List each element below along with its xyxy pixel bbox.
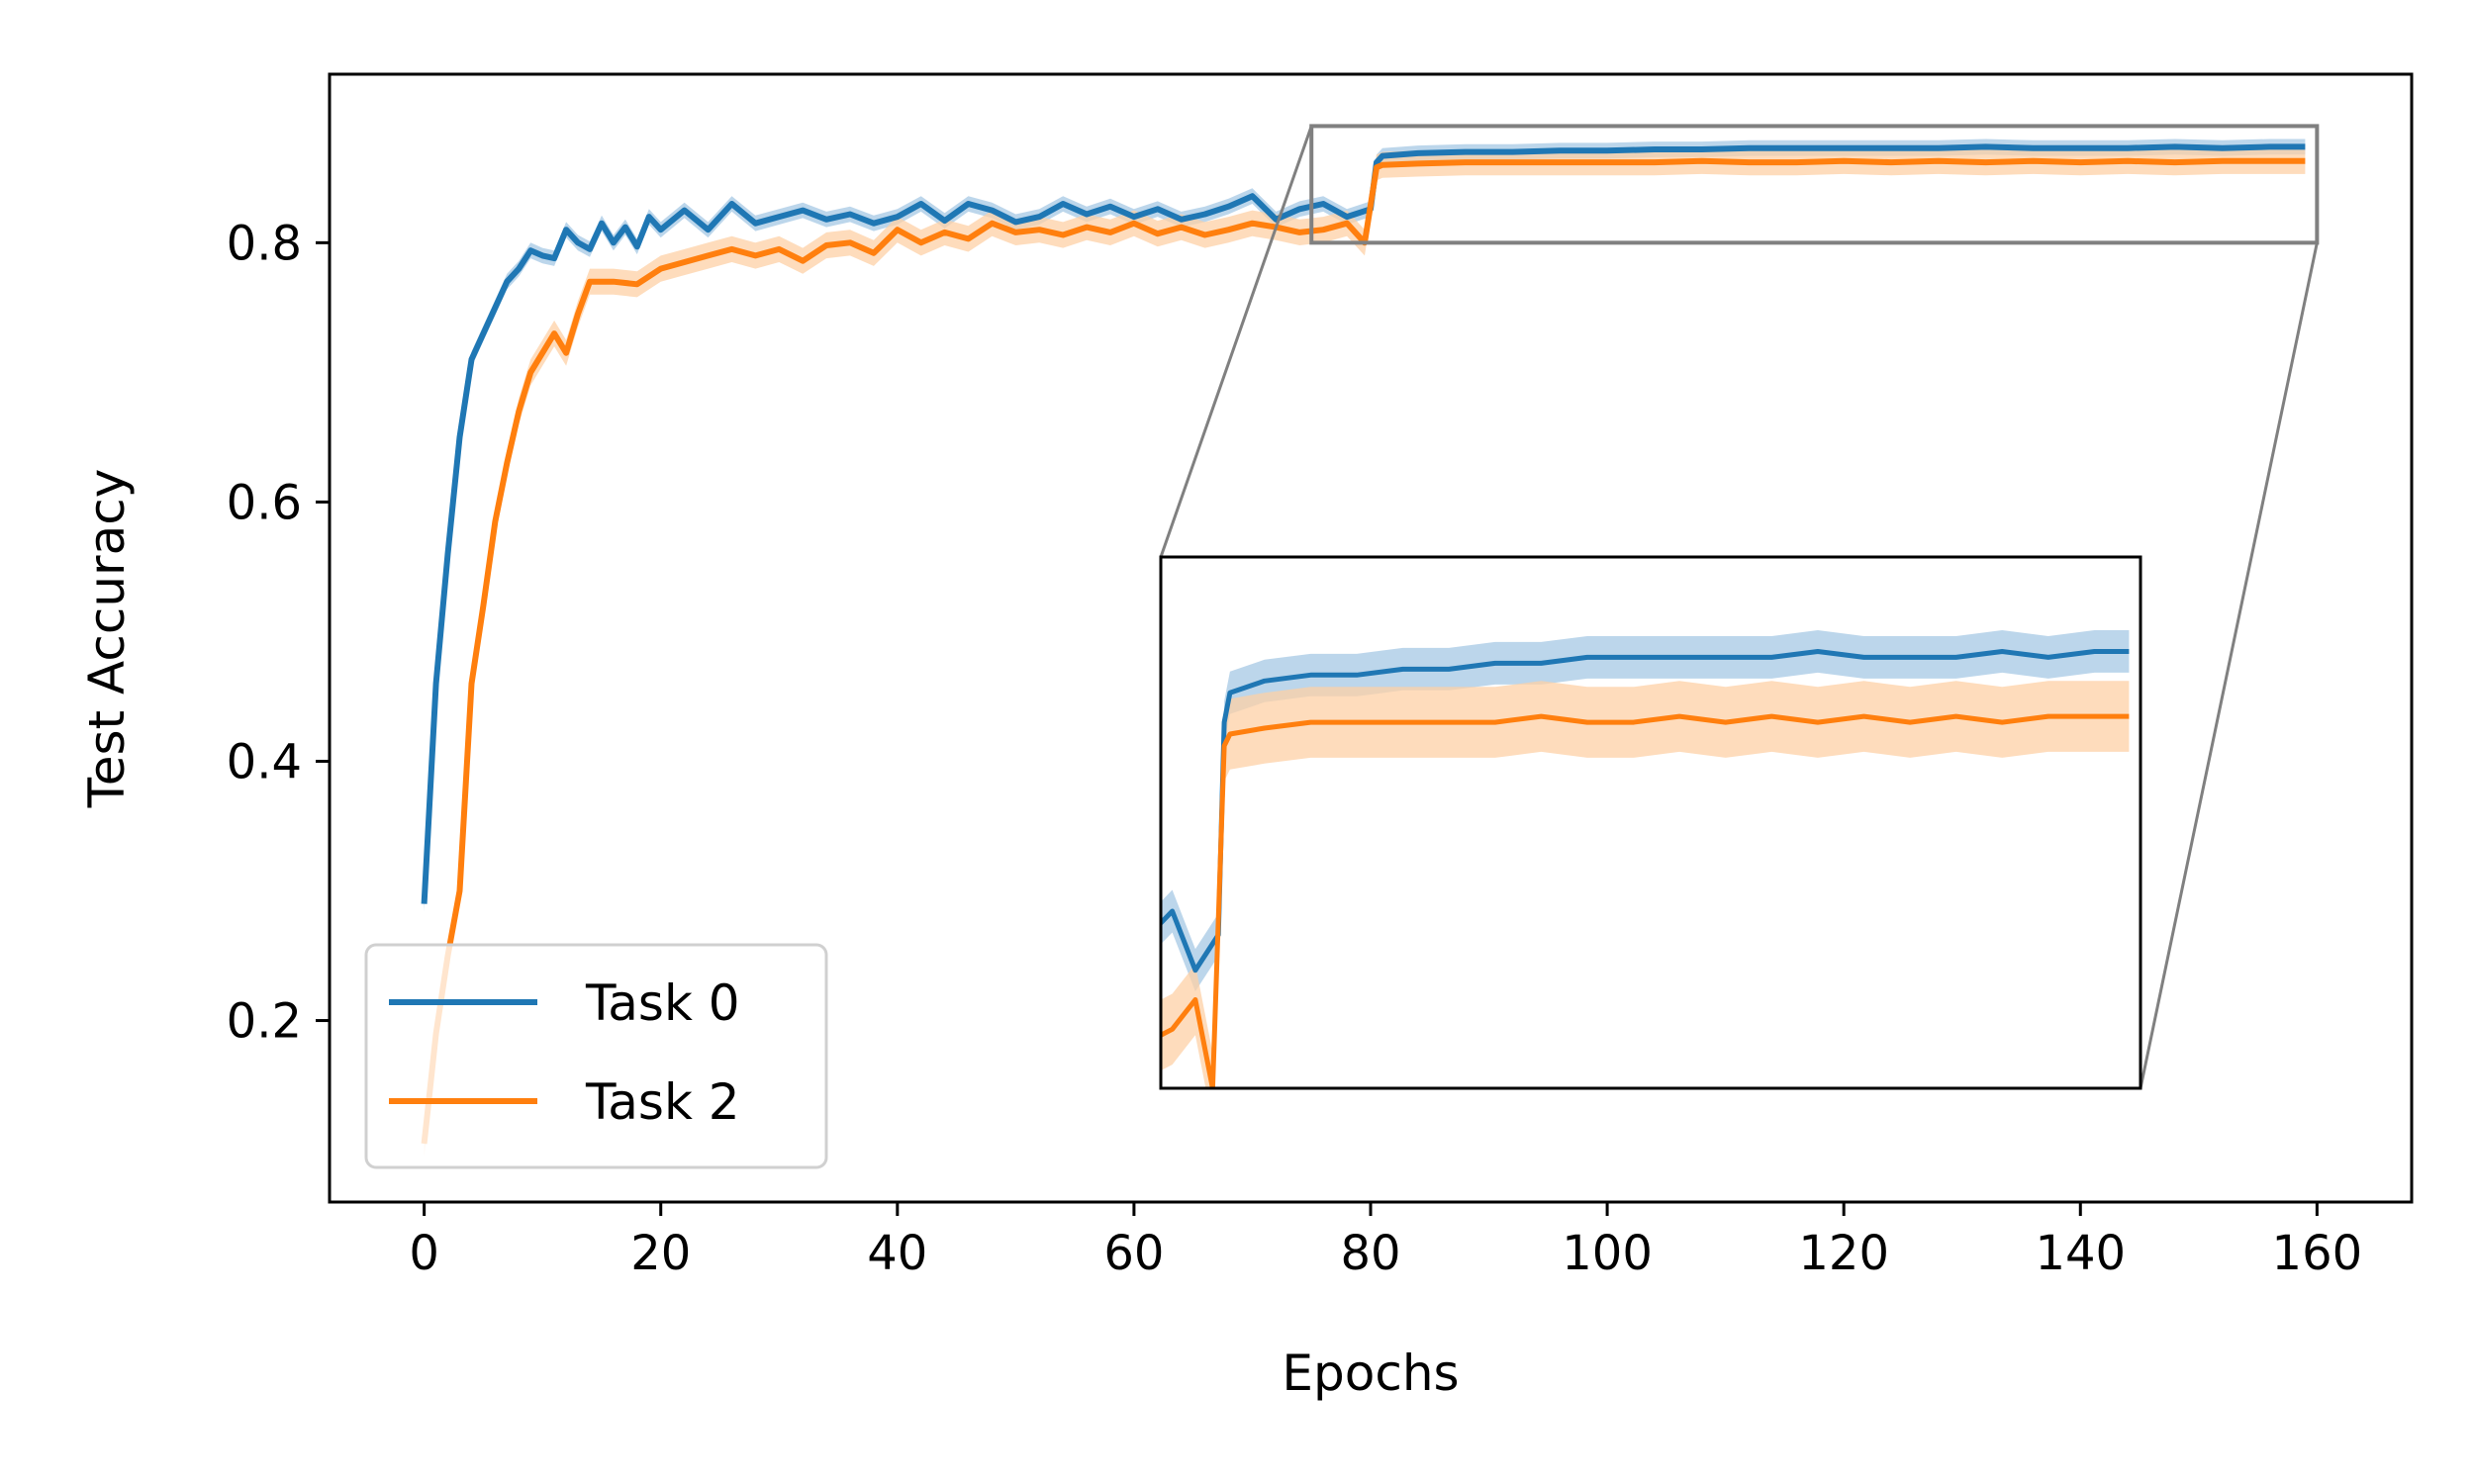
x-tick-label: 20 bbox=[630, 1226, 691, 1281]
inset-band-0 bbox=[1161, 630, 2130, 992]
legend-label-task-0: Task 0 bbox=[585, 974, 740, 1032]
inset-frame bbox=[1159, 555, 2142, 1090]
y-tick-label: 0.4 bbox=[227, 734, 302, 789]
x-tick-label: 40 bbox=[867, 1226, 927, 1281]
inset-band-1 bbox=[1161, 681, 2130, 1088]
legend: Task 0 Task 2 bbox=[364, 943, 828, 1169]
y-tick-label: 0.6 bbox=[227, 475, 302, 530]
legend-label-task-2: Task 2 bbox=[585, 1073, 740, 1131]
zoom-connector-line bbox=[2139, 242, 2319, 1089]
x-tick-label: 120 bbox=[1798, 1226, 1889, 1281]
main-plot-area bbox=[328, 72, 2414, 1204]
series-lines bbox=[421, 143, 2306, 1145]
x-tick-label: 100 bbox=[1562, 1226, 1653, 1281]
series-line-task-2 bbox=[421, 157, 2306, 1145]
x-axis-label: Epochs bbox=[1282, 1345, 1459, 1402]
x-tick-label: 80 bbox=[1340, 1226, 1400, 1281]
x-axis-ticks: 0 20 40 60 80 100 120 140 160 bbox=[409, 1202, 2362, 1281]
inset-line-1 bbox=[1161, 713, 2130, 1088]
inset-series bbox=[1161, 630, 2130, 1088]
series-line-task-0 bbox=[421, 143, 2306, 904]
y-tick-label: 0.8 bbox=[227, 216, 302, 271]
y-axis-ticks: 0.2 0.4 0.6 0.8 bbox=[227, 216, 330, 1050]
y-tick-label: 0.2 bbox=[227, 994, 302, 1050]
zoom-connector-line bbox=[1159, 125, 1313, 558]
x-tick-label: 0 bbox=[409, 1226, 439, 1281]
inset-plot bbox=[1159, 555, 2142, 1090]
x-tick-label: 60 bbox=[1103, 1226, 1164, 1281]
x-tick-label: 140 bbox=[2035, 1226, 2126, 1281]
x-tick-label: 160 bbox=[2272, 1226, 2363, 1281]
inset-line-0 bbox=[1161, 649, 2130, 974]
zoom-region-box bbox=[1309, 124, 2320, 245]
y-axis-label: Test Accuracy bbox=[78, 469, 136, 809]
